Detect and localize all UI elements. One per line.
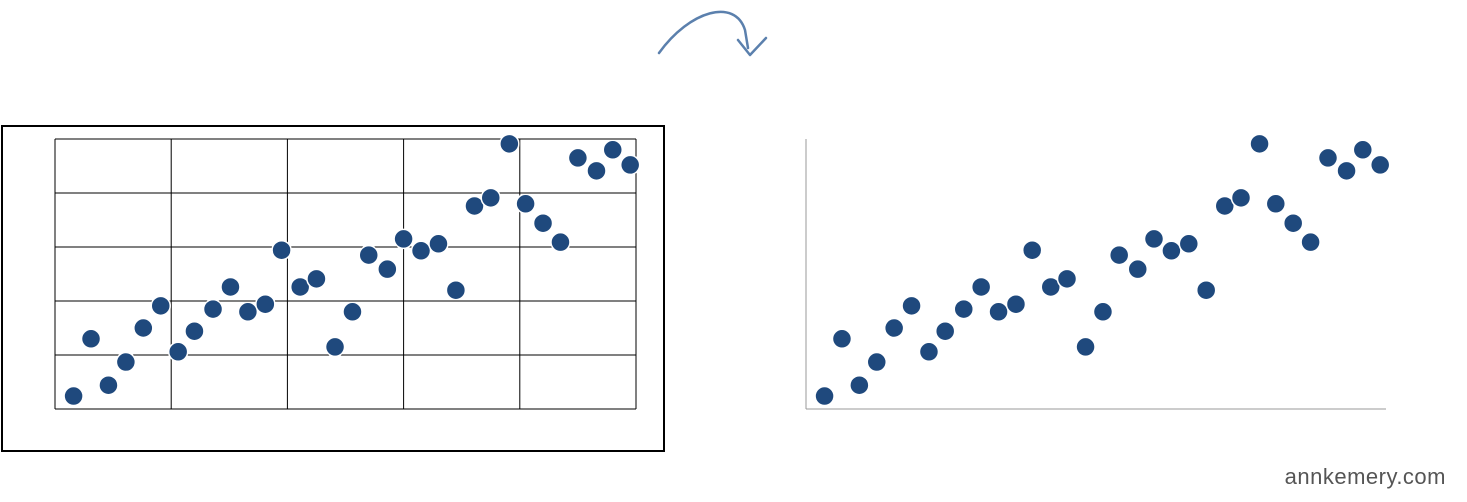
point (1369, 154, 1391, 176)
point (567, 147, 589, 169)
point (849, 374, 870, 396)
point (1317, 147, 1339, 169)
point (80, 328, 102, 350)
point (1127, 258, 1149, 280)
point (1056, 268, 1078, 290)
point (167, 341, 189, 363)
point (1195, 279, 1217, 301)
point (464, 195, 485, 217)
point (515, 193, 536, 215)
credit: annkemery.com (1285, 464, 1446, 489)
point (480, 187, 501, 209)
point (918, 341, 940, 363)
point (550, 231, 571, 253)
point (393, 228, 414, 250)
point (831, 328, 853, 350)
point (342, 301, 363, 323)
point (1005, 293, 1027, 315)
chart-frame (1, 125, 665, 452)
point (866, 351, 888, 373)
point (445, 279, 467, 301)
point (184, 320, 205, 342)
point (1249, 133, 1270, 155)
point (271, 239, 292, 261)
point (586, 160, 607, 182)
point (115, 351, 137, 373)
point (289, 276, 311, 298)
point (98, 374, 119, 396)
point (202, 298, 224, 320)
point (1021, 239, 1043, 261)
point (970, 276, 992, 298)
point (901, 295, 922, 317)
point (220, 276, 241, 298)
point (306, 268, 327, 290)
point (1075, 336, 1096, 358)
arrow (657, 10, 750, 55)
point (1282, 212, 1304, 234)
point (1352, 139, 1374, 161)
point (63, 385, 84, 407)
point (1161, 240, 1182, 262)
point (988, 301, 1009, 323)
point (619, 154, 641, 176)
point (1092, 301, 1114, 323)
point (814, 385, 835, 407)
point (428, 233, 449, 255)
point (1143, 228, 1165, 250)
point (358, 244, 379, 266)
point (1300, 231, 1321, 253)
point (1040, 276, 1062, 298)
point (1230, 187, 1252, 209)
point (532, 212, 554, 234)
point (324, 336, 346, 358)
point (237, 301, 259, 323)
point (602, 139, 624, 161)
point (133, 317, 154, 339)
point (1336, 160, 1357, 182)
point (883, 317, 905, 339)
point (1108, 244, 1130, 266)
point (377, 258, 398, 280)
point (1214, 195, 1236, 217)
point (934, 320, 956, 342)
point (410, 240, 432, 262)
arrow-head (736, 36, 768, 57)
point (499, 133, 520, 155)
point (255, 293, 276, 315)
point (1178, 233, 1200, 255)
point (953, 298, 975, 320)
point (1265, 193, 1287, 215)
point (150, 295, 171, 317)
